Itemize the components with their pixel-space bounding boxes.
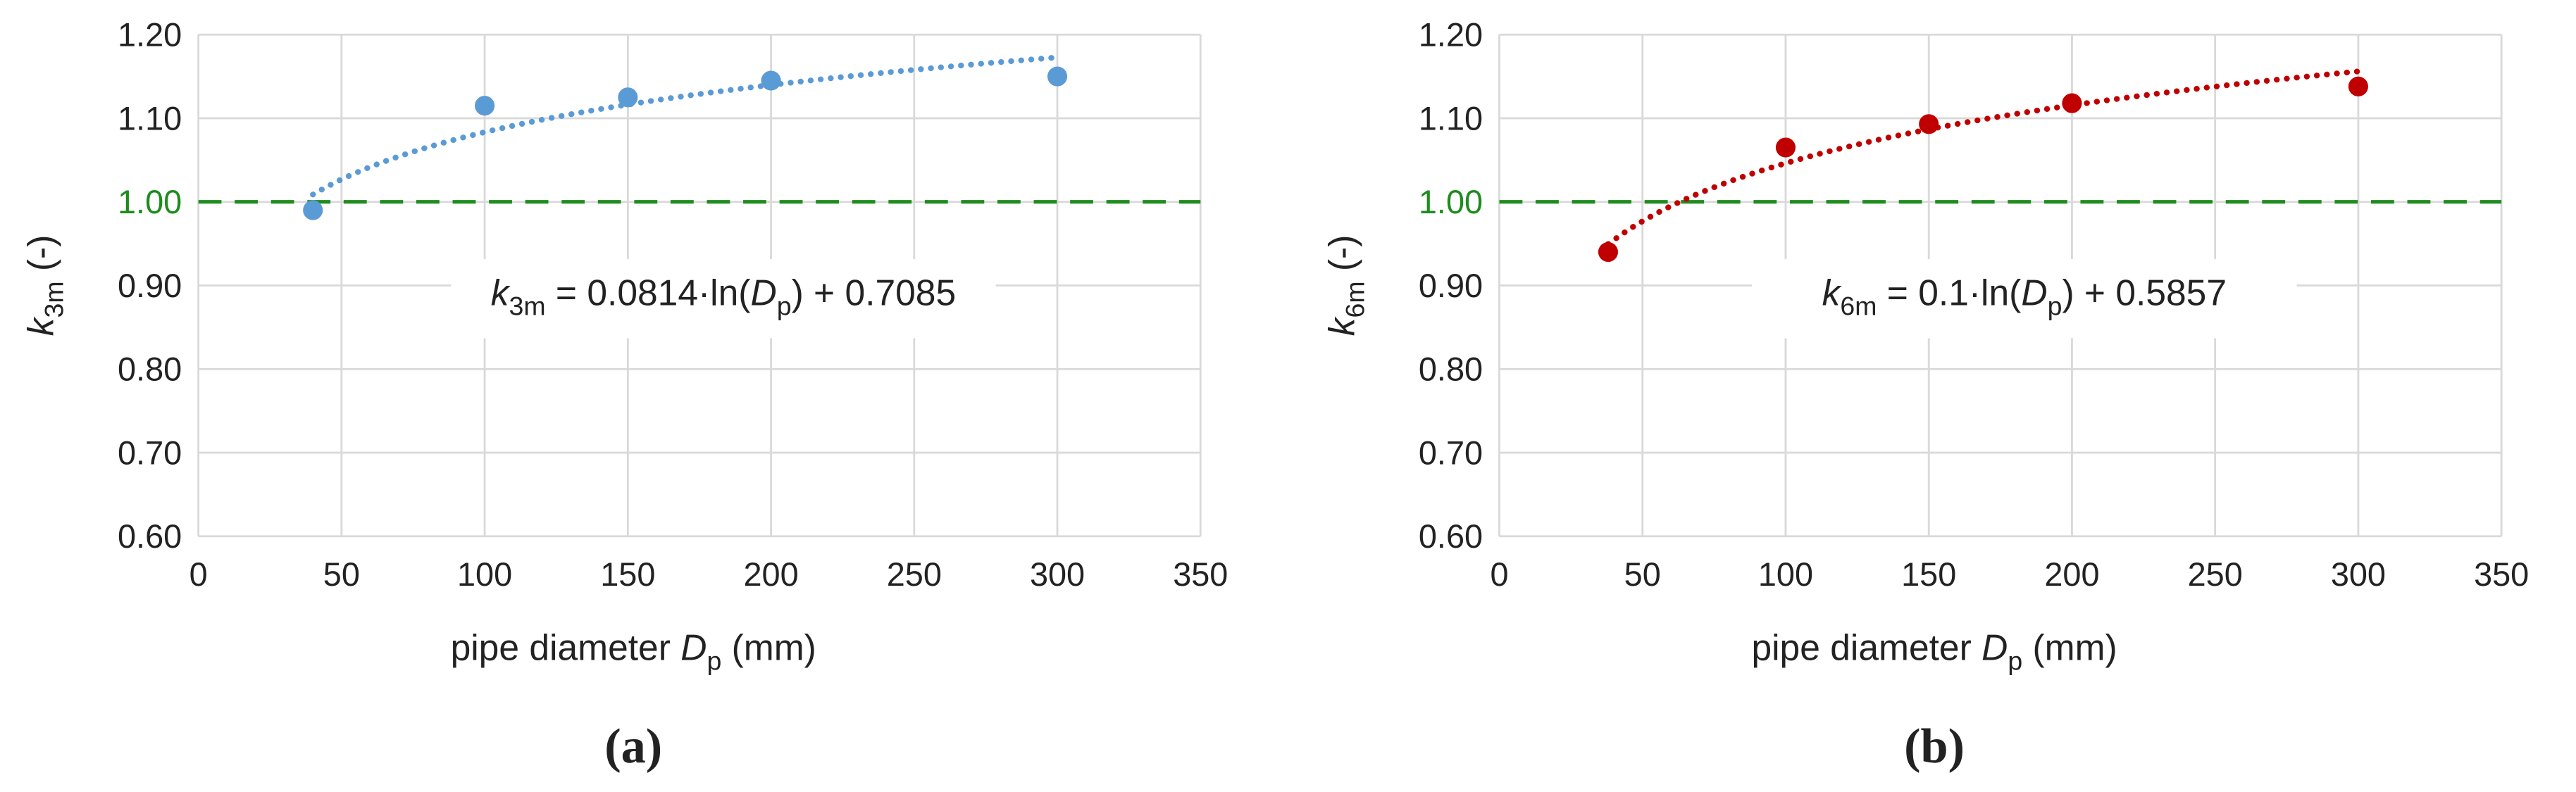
equation-part: 0.7085: [845, 272, 956, 313]
y-tick-label: 0.70: [118, 434, 182, 471]
y-tick-label: 1.00: [118, 184, 182, 220]
label-part: (mm): [2022, 627, 2117, 668]
equation-part: 0.5857: [2115, 272, 2227, 313]
label-part: 6m: [1340, 281, 1369, 318]
x-tick-label: 0: [1490, 556, 1508, 593]
equation-box: [1752, 258, 2297, 339]
label-part: (-): [20, 235, 61, 282]
data-point: [1047, 66, 1068, 87]
trendline: [310, 54, 1061, 198]
x-tick-label: 50: [1624, 556, 1661, 593]
x-tick-label: 350: [2474, 556, 2529, 593]
y-tick-label: 0.70: [1419, 434, 1483, 471]
y-axis-label: k6m (-): [1321, 235, 1369, 337]
data-point: [1919, 114, 1939, 134]
x-axis-label: pipe diameter Dp (mm): [1751, 627, 2117, 676]
equation-part: ) +: [2062, 272, 2115, 313]
equation-part: =: [546, 272, 587, 313]
equation-part: 0.1: [1918, 272, 1969, 313]
x-tick-label: 200: [743, 556, 798, 593]
x-tick-label: 150: [1901, 556, 1956, 593]
data-point: [618, 87, 638, 108]
y-tick-label: 1.20: [1419, 17, 1483, 54]
label-part: k: [1321, 316, 1362, 336]
equation-part: k: [491, 272, 511, 313]
equation-part: k: [1822, 272, 1842, 313]
equation-box: [451, 258, 996, 339]
x-axis-label: pipe diameter Dp (mm): [451, 627, 816, 676]
trendline: [1605, 68, 2362, 247]
y-tick-label: 1.20: [118, 17, 182, 54]
y-tick-label: 0.80: [118, 351, 182, 388]
y-tick-label: 0.80: [1419, 351, 1483, 388]
equation-part: ·ln(: [1969, 272, 2021, 313]
y-tick-label: 1.10: [1419, 100, 1483, 137]
equation-part: D: [750, 272, 776, 313]
equation: k3m​ = 0.0814·ln(Dp​) + 0.7085: [491, 272, 956, 321]
y-tick-label: 0.90: [118, 268, 182, 304]
equation-part: ) +: [792, 272, 845, 313]
label-part: pipe diameter: [451, 627, 681, 668]
y-tick-label: 0.60: [1419, 518, 1483, 555]
label-part: 3m: [39, 281, 68, 318]
data-point: [2348, 76, 2368, 96]
label-part: (mm): [721, 627, 816, 668]
label-part: pipe diameter: [1751, 627, 1981, 668]
data-point: [303, 200, 323, 220]
label-part: k: [20, 316, 61, 336]
x-tick-label: 350: [1173, 556, 1228, 593]
x-tick-label: 200: [2044, 556, 2099, 593]
data-point: [2062, 93, 2082, 113]
x-tick-label: 300: [2331, 556, 2386, 593]
label-part: p: [707, 646, 721, 676]
y-tick-label: 1.00: [1419, 184, 1483, 220]
x-tick-label: 100: [1758, 556, 1813, 593]
label-part: D: [1981, 627, 2008, 668]
x-tick-label: 300: [1030, 556, 1085, 593]
x-tick-label: 250: [887, 556, 942, 593]
y-axis-label: k3m (-): [20, 235, 68, 337]
data-point: [761, 70, 781, 91]
x-tick-label: 50: [323, 556, 360, 593]
equation: k6m​ = 0.1·ln(Dp​) + 0.5857: [1822, 272, 2227, 321]
equation-part: =: [1877, 272, 1918, 313]
panel-caption: (a): [604, 719, 662, 774]
x-tick-label: 100: [457, 556, 512, 593]
label-part: (-): [1321, 235, 1362, 282]
y-tick-label: 0.90: [1419, 268, 1483, 304]
x-tick-label: 150: [600, 556, 655, 593]
data-point: [1598, 241, 1619, 263]
panel-caption: (b): [1904, 719, 1965, 774]
label-part: D: [680, 627, 707, 668]
equation-part: 6m: [1840, 291, 1877, 321]
equation-part: D: [2021, 272, 2047, 313]
chart-panel: 0.60 0.70 0.80 0.90 1.00 1.10 1.20 0 50 100 150 200…: [20, 17, 1228, 774]
x-tick-label: 250: [2188, 556, 2243, 593]
data-point: [1775, 137, 1796, 158]
equation-part: p: [2048, 291, 2062, 321]
y-tick-label: 0.60: [118, 518, 182, 555]
equation-part: 0.0814: [587, 272, 698, 313]
equation-part: 3m: [509, 291, 546, 321]
x-tick-label: 0: [189, 556, 208, 593]
equation-part: ·ln(: [698, 272, 750, 313]
equation-part: p: [777, 291, 792, 321]
chart-panel: 0.60 0.70 0.80 0.90 1.00 1.10 1.20 0 50 100 150 200…: [1321, 17, 2529, 774]
data-point: [475, 96, 495, 116]
y-tick-label: 1.10: [118, 100, 182, 137]
label-part: p: [2008, 646, 2022, 676]
